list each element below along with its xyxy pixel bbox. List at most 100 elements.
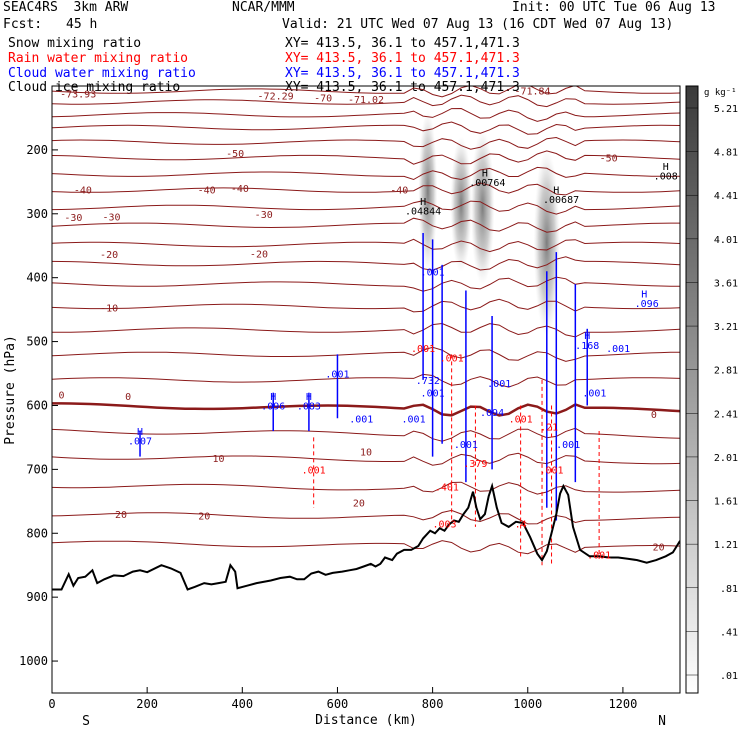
cloud-water-label: .001 xyxy=(454,440,478,451)
cloud-water-label: .001 xyxy=(606,344,630,355)
isotherm xyxy=(52,373,680,388)
isotherm-label: 0 xyxy=(651,410,657,421)
colorbar-label: 1.61 xyxy=(714,497,738,508)
isotherm-label: -20 xyxy=(100,250,118,261)
snow-label: .00687 xyxy=(543,195,579,206)
isotherm xyxy=(52,166,680,181)
colorbar-unit: g kg⁻¹ xyxy=(704,88,737,98)
colorbar-label: 4.41 xyxy=(714,191,738,202)
x-tick-label: 400 xyxy=(231,697,253,711)
rain-label: .001 xyxy=(302,465,326,476)
isotherm xyxy=(52,121,680,135)
colorbar-label: .01 xyxy=(720,671,738,682)
cloud-water-label: H xyxy=(270,392,276,403)
cloud-water-label: .007 xyxy=(128,437,152,448)
snow-label: H xyxy=(420,197,426,208)
x-tick-label: 1000 xyxy=(513,697,542,711)
cloud-water-label: .001 xyxy=(421,267,445,278)
isotherm-label: 20 xyxy=(115,510,127,521)
field-snow-name: Snow mixing ratio xyxy=(8,36,142,51)
isotherm-label: 20 xyxy=(353,499,365,510)
end-label-south: S xyxy=(82,714,90,729)
colorbar-label: 3.21 xyxy=(714,322,738,333)
isotherm-label: -20 xyxy=(250,249,268,260)
field-rain-name: Rain water mixing ratio xyxy=(8,51,189,66)
field-cloudwater-xy: XY= 413.5, 36.1 to 457.1,471.3 xyxy=(285,66,520,81)
rain-label: .4 xyxy=(515,520,527,531)
field-snow-xy: XY= 413.5, 36.1 to 457.1,471.3 xyxy=(285,36,520,51)
isotherm-label: -71.02 xyxy=(348,95,384,106)
cloud-water-label: H xyxy=(641,290,647,301)
snow-label: .04844 xyxy=(405,207,441,218)
cloud-water-label: .001 xyxy=(402,414,426,425)
cloud-water-label: H xyxy=(137,427,143,438)
isotherm xyxy=(52,256,680,271)
cloud-water-label: .001 xyxy=(582,389,606,400)
x-tick-label: 600 xyxy=(327,697,349,711)
isotherm-label: -40 xyxy=(231,184,249,195)
y-tick-label: 900 xyxy=(26,590,48,604)
isotherm-label: 20 xyxy=(653,543,665,554)
cloud-water-label: .083 xyxy=(297,401,321,412)
isotherm-label: -10 xyxy=(100,304,118,315)
isotherm-label: -40 xyxy=(390,186,408,197)
isotherm-label: -30 xyxy=(255,210,273,221)
terrain-line xyxy=(52,482,680,591)
isotherm xyxy=(52,540,680,555)
snow-shading xyxy=(450,136,472,273)
axes: 0 200 400 600 800 1000 12002003004005006007008… xyxy=(19,143,637,711)
snow-label: .008 xyxy=(654,171,678,182)
isotherm-label: -71.84 xyxy=(514,86,550,97)
colorbar-label: 2.01 xyxy=(714,453,738,464)
rain-label: .001 xyxy=(587,550,611,561)
colorbar-label: 2.81 xyxy=(714,366,738,377)
cloud-water-label: .001 xyxy=(349,414,373,425)
model-title: SEAC4RS 3km ARW xyxy=(3,0,129,15)
rain-label: .001 xyxy=(539,465,563,476)
colorbar-label: 2.41 xyxy=(714,409,738,420)
snow-shading xyxy=(418,110,438,273)
isotherm xyxy=(52,238,680,253)
init-time: Init: 00 UTC Tue 06 Aug 13 xyxy=(512,0,716,15)
colorbar-label: .41 xyxy=(720,627,738,638)
isotherm xyxy=(52,200,680,215)
y-tick-label: 200 xyxy=(26,143,48,157)
colorbar-gradient xyxy=(685,85,699,694)
cloud-water-label: .001 xyxy=(487,379,511,390)
y-tick-label: 1000 xyxy=(19,654,48,668)
isotherm-label: 0 xyxy=(125,392,131,403)
y-tick-label: 800 xyxy=(26,526,48,540)
snow-label: H xyxy=(553,186,559,197)
org-label: NCAR/MMM xyxy=(232,0,295,15)
isotherm-label: 20 xyxy=(198,511,210,522)
field-cloudwater-name: Cloud water mixing ratio xyxy=(8,66,196,81)
isotherm-label: 0 xyxy=(58,391,64,402)
isotherm xyxy=(52,298,680,313)
cloud-water-label: .094 xyxy=(480,408,504,419)
valid-time: Valid: 21 UTC Wed 07 Aug 13 (16 CDT Wed … xyxy=(282,17,674,32)
colorbar-label: 4.81 xyxy=(714,148,738,159)
field-rain-xy: XY= 413.5, 36.1 to 457.1,471.3 xyxy=(285,51,520,66)
isotherm xyxy=(52,182,680,196)
isotherm xyxy=(52,94,680,108)
isotherm xyxy=(52,150,680,165)
rain-label: .001 xyxy=(440,354,464,365)
cloud-water-label: .001 xyxy=(421,389,445,400)
colorbar-label: 3.61 xyxy=(714,278,738,289)
cloud-water-label: .168 xyxy=(575,341,599,352)
rain-label: .21 xyxy=(540,423,558,434)
plot-frame xyxy=(51,85,681,694)
forecast-hour: 45 h xyxy=(66,17,98,32)
snow-label: H xyxy=(482,168,488,179)
x-tick-label: 800 xyxy=(422,697,444,711)
cloud-water-label: H xyxy=(306,392,312,403)
isotherm-label: -30 xyxy=(102,212,120,223)
isotherm-label: -70 xyxy=(314,94,332,105)
y-tick-label: 700 xyxy=(26,462,48,476)
isotherm xyxy=(52,276,680,292)
isotherm xyxy=(52,86,680,98)
rain-label: .001 xyxy=(411,344,435,355)
isotherm-label: -50 xyxy=(600,154,618,165)
isotherm xyxy=(52,481,680,495)
